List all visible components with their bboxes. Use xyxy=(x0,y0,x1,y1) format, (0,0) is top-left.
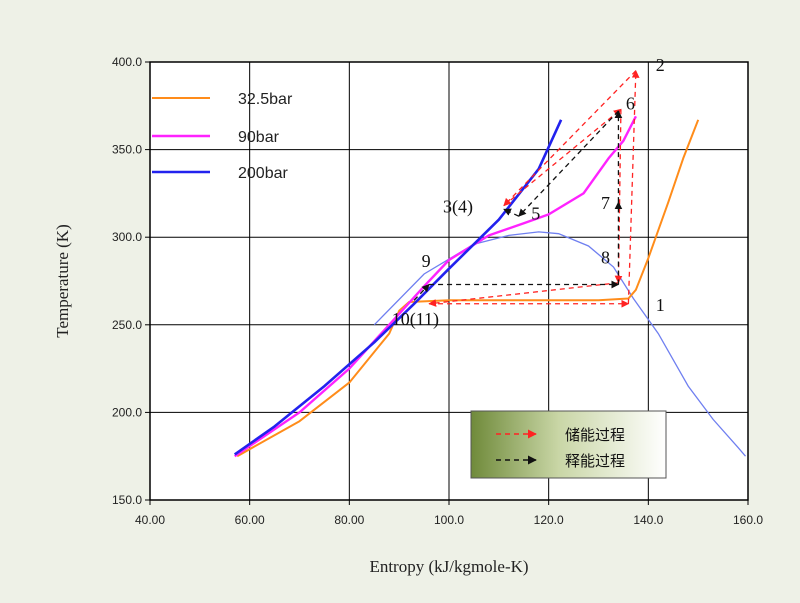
y-tick-label-400-0: 400.0 xyxy=(112,55,142,69)
state-label-6: 6 xyxy=(626,93,635,113)
y-tick-label-350-0: 350.0 xyxy=(112,143,142,157)
x-tick-label-160-0: 160.0 xyxy=(733,513,763,527)
y-tick-label-200-0: 200.0 xyxy=(112,405,142,419)
state-label-5: 5 xyxy=(531,204,540,224)
x-tick-label-140-0: 140.0 xyxy=(633,513,663,527)
charge-path-segment-5 xyxy=(428,282,619,307)
series-line-200bar xyxy=(233,119,563,456)
state-label-1: 1 xyxy=(656,295,665,315)
x-axis-title: Entropy (kJ/kgmole-K) xyxy=(369,557,528,576)
state-label-10-11: 10(11) xyxy=(392,309,439,330)
x-tick-label-120-0: 120.0 xyxy=(534,513,564,527)
state-label-7: 7 xyxy=(601,193,610,213)
legend-label-32-5bar: 32.5bar xyxy=(238,91,293,108)
series-line-90bar xyxy=(234,115,637,458)
x-tick-label-80-00: 80.00 xyxy=(334,513,364,527)
series-legend: 32.5bar 90bar 200bar xyxy=(152,91,293,182)
state-point-labels: 1 2 3(4) 5 6 7 8 9 10(11) xyxy=(392,55,665,330)
process-legend-discharge-label: 释能过程 xyxy=(565,452,625,470)
process-paths xyxy=(413,69,640,308)
process-legend-box xyxy=(470,410,667,479)
discharge-path-segment-6 xyxy=(503,208,520,217)
charge-path-segment-3 xyxy=(503,108,622,207)
process-legend-charge-label: 储能过程 xyxy=(565,426,625,444)
y-tick-label-300-0: 300.0 xyxy=(112,230,142,244)
state-label-2: 2 xyxy=(656,55,665,75)
y-tick-label-150-0: 150.0 xyxy=(112,493,142,507)
state-label-3-4: 3(4) xyxy=(443,197,473,218)
legend-label-200bar: 200bar xyxy=(238,165,288,182)
process-legend: 储能过程 释能过程 xyxy=(470,410,667,479)
isobar-series xyxy=(233,115,700,458)
y-tick-label-250-0: 250.0 xyxy=(112,318,142,332)
discharge-path-segment-5 xyxy=(518,110,619,217)
legend-label-90bar: 90bar xyxy=(238,129,280,146)
axis-ticks: 40.00 60.00 80.00 100.0 120.0 140.0 160.0 150.0… xyxy=(112,55,763,527)
saturation-dome xyxy=(373,231,746,457)
state-label-9: 9 xyxy=(422,251,431,271)
discharge-path-segment-1 xyxy=(413,283,430,301)
y-axis-title: Temperature (K) xyxy=(53,224,72,338)
x-tick-label-100-0: 100.0 xyxy=(434,513,464,527)
charge-path-segment-2 xyxy=(503,70,637,207)
x-tick-label-40-00: 40.00 xyxy=(135,513,165,527)
series-line-32-5bar xyxy=(236,119,700,458)
charge-path-segment-1 xyxy=(627,69,640,304)
saturation-dome-line xyxy=(373,231,746,457)
x-tick-label-60-00: 60.00 xyxy=(235,513,265,527)
state-label-8: 8 xyxy=(601,247,610,267)
